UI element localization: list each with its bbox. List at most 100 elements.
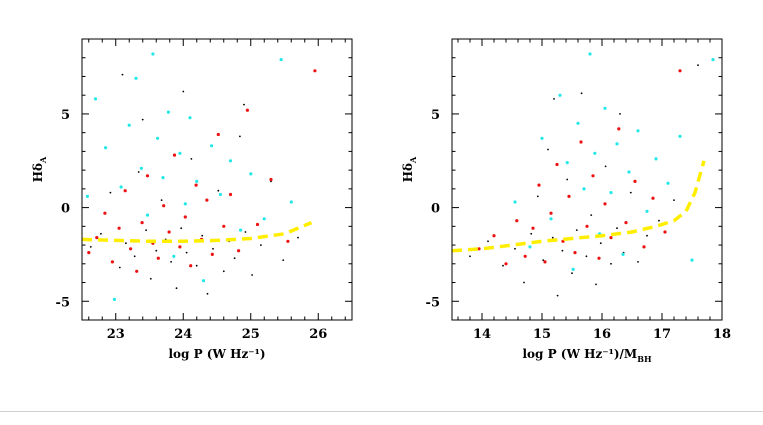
red-point [504, 262, 508, 266]
cyan-point [549, 217, 553, 221]
red-point [145, 174, 150, 178]
red-point [477, 247, 481, 251]
black-point [536, 195, 539, 198]
red-point [633, 179, 637, 183]
cyan-point [139, 166, 143, 170]
cyan-point [228, 159, 233, 163]
red-point [609, 236, 613, 240]
black-point [137, 171, 140, 173]
cyan-point [239, 228, 243, 232]
black-point [571, 272, 573, 275]
black-point [646, 234, 648, 237]
black-point [561, 249, 564, 252]
black-point [149, 277, 152, 280]
red-point [543, 260, 547, 264]
data-points [469, 52, 715, 297]
cyan-point [262, 217, 266, 221]
red-point [87, 251, 91, 255]
black-point [141, 118, 144, 121]
x-tick-label: 16 [593, 327, 611, 342]
cyan-point [678, 134, 682, 138]
black-point [190, 158, 193, 160]
cyan-point [279, 58, 283, 62]
red-point [591, 174, 595, 178]
black-point [145, 229, 148, 232]
black-point [487, 240, 489, 243]
cyan-point [178, 151, 182, 155]
black-point [100, 232, 102, 235]
cyan-point [627, 170, 631, 174]
red-point [110, 260, 114, 264]
fit-line [82, 220, 313, 244]
cyan-point [588, 52, 592, 56]
black-point [556, 294, 559, 297]
red-point [678, 69, 682, 73]
red-point [156, 256, 160, 260]
red-point [537, 183, 541, 187]
cyan-point [166, 110, 170, 114]
cyan-point [289, 200, 293, 204]
x-tick-label: 17 [653, 327, 671, 342]
black-point [553, 98, 555, 100]
red-point [663, 230, 667, 234]
black-point [619, 113, 621, 115]
red-point [651, 196, 655, 200]
red-point [216, 132, 220, 137]
red-point [642, 245, 646, 249]
red-point [573, 251, 577, 255]
red-point [531, 226, 535, 230]
cyan-point [593, 151, 597, 155]
black-point [599, 242, 602, 245]
black-point [673, 199, 675, 202]
black-point [155, 249, 158, 252]
red-point [555, 162, 559, 167]
black-point [185, 251, 188, 254]
red-point [597, 256, 601, 260]
red-point [205, 198, 209, 202]
cyan-point [161, 176, 165, 180]
black-point [604, 165, 607, 168]
cyan-point [210, 144, 214, 148]
black-point [523, 281, 525, 284]
cyan-point [582, 187, 586, 191]
red-point [515, 219, 519, 223]
black-point [195, 264, 198, 267]
red-point [492, 234, 496, 238]
cyan-point [201, 279, 206, 283]
black-point [585, 255, 588, 258]
red-point [189, 264, 193, 268]
cyan-point [571, 267, 575, 271]
black-point [595, 283, 597, 286]
red-point [523, 254, 527, 258]
black-point [89, 246, 92, 248]
x-axis-label: log P (W Hz⁻¹)/MBH [522, 347, 652, 364]
x-tick-label: 24 [174, 327, 192, 342]
cyan-point [528, 245, 532, 249]
black-point [297, 236, 299, 239]
red-point [313, 69, 317, 73]
x-tick-label: 26 [309, 327, 327, 342]
black-point [610, 262, 612, 265]
black-point [121, 73, 124, 76]
black-point [170, 261, 173, 263]
black-point [239, 135, 241, 138]
red-point [567, 194, 571, 198]
black-point [182, 90, 185, 93]
cyan-point [711, 58, 715, 62]
y-axis-label: HδA [31, 156, 48, 182]
red-point [123, 189, 127, 193]
black-point [530, 232, 533, 235]
x-tick-label: 14 [473, 327, 491, 342]
cyan-point [615, 142, 619, 146]
cyan-point [654, 157, 658, 161]
black-point [590, 214, 593, 217]
black-point [551, 236, 554, 239]
red-point [286, 239, 290, 243]
panel-right: 14 15 16 17 18 -5 0 5 log P (W Hz⁻¹)/MBH HδA [401, 38, 731, 364]
cyan-point [621, 252, 625, 256]
y-tick-label: 5 [431, 108, 440, 123]
red-point [183, 215, 187, 219]
cyan-point [558, 93, 562, 97]
cyan-point [172, 254, 176, 258]
x-tick-label: 18 [713, 327, 731, 342]
